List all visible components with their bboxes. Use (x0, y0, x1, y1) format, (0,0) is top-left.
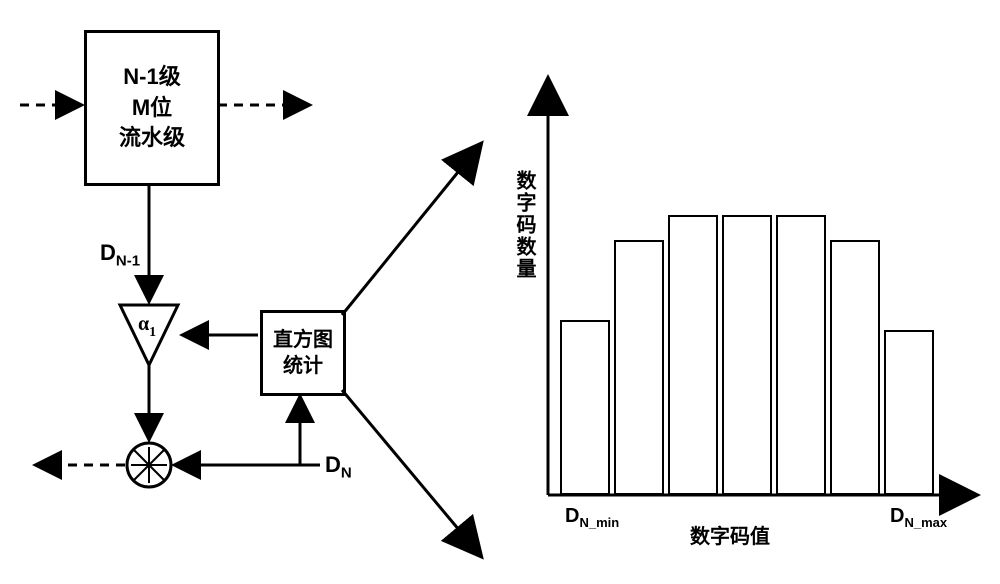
histogram-bar (560, 320, 610, 495)
x-axis-label: 数字码值 (690, 520, 770, 549)
d-n-label: DN (325, 452, 352, 481)
histogram-bar (722, 215, 772, 495)
x-min-label: DN_min (565, 505, 619, 530)
histogram-bar (830, 240, 880, 495)
histogram-bar (884, 330, 934, 495)
d-n-minus-1-label: DN-1 (100, 240, 140, 269)
y-axis-label: 数字码数量 (510, 170, 539, 280)
diagram-canvas: N-1级 M位 流水级 直方图 统计 α1 (0, 0, 1000, 584)
histogram-bar (614, 240, 664, 495)
histogram-bar (668, 215, 718, 495)
hist-to-chart-arrow-bottom (342, 390, 480, 555)
histogram-bar (776, 215, 826, 495)
hist-to-chart-arrow-top (342, 145, 480, 315)
x-max-label: DN_max (890, 505, 947, 530)
